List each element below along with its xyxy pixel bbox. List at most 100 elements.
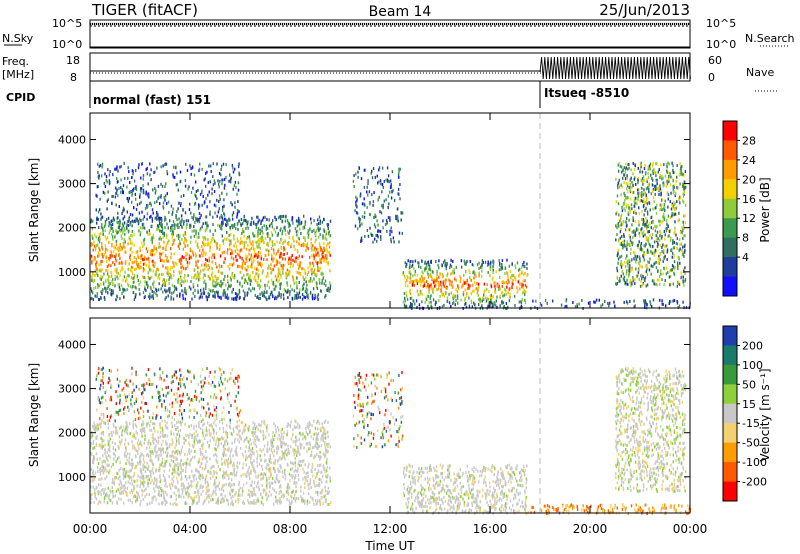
colorbar-segment (723, 140, 737, 161)
echo-cell (111, 434, 113, 437)
echo-cell (236, 292, 238, 296)
echo-cell (221, 182, 223, 186)
echo-cell (96, 428, 99, 432)
echo-cell (627, 195, 629, 199)
echo-cell (228, 179, 230, 183)
echo-cell (638, 231, 640, 235)
power-panel-bg (90, 113, 690, 308)
echo-cell (280, 430, 282, 434)
echo-cell (256, 272, 258, 276)
echo-cell (292, 447, 294, 451)
echo-cell (215, 204, 217, 208)
echo-cell (250, 442, 252, 446)
echo-cell (191, 502, 193, 506)
echo-cell (142, 184, 144, 188)
echo-cell (233, 430, 235, 434)
echo-cell (307, 293, 309, 297)
echo-cell (300, 272, 302, 276)
echo-cell (298, 264, 300, 268)
echo-cell (117, 194, 119, 198)
echo-cell (450, 291, 452, 295)
echo-cell (119, 475, 121, 479)
echo-cell (398, 240, 400, 244)
nsky-exp-bottom: 10^0 (52, 38, 82, 51)
echo-cell (292, 432, 294, 436)
echo-cell (235, 227, 237, 231)
echo-cell (245, 254, 247, 258)
echo-cell (662, 251, 665, 255)
echo-cell (98, 226, 100, 229)
echo-cell (641, 217, 643, 221)
echo-cell (219, 216, 221, 220)
echo-cell (487, 304, 489, 308)
echo-cell (641, 273, 643, 277)
echo-cell (659, 243, 662, 247)
echo-cell (245, 445, 247, 449)
echo-cell (276, 276, 278, 280)
echo-cell (511, 262, 513, 266)
echo-cell (294, 227, 297, 231)
echo-cell (208, 428, 210, 432)
echo-cell (266, 283, 268, 287)
echo-cell (464, 302, 466, 306)
echo-cell (277, 233, 279, 237)
echo-cell (648, 201, 650, 205)
echo-cell (680, 242, 683, 246)
echo-cell (173, 261, 175, 265)
echo-cell (260, 458, 263, 462)
echo-cell (243, 439, 245, 443)
echo-cell (632, 219, 634, 222)
echo-cell (206, 224, 208, 228)
echo-cell (645, 200, 647, 204)
echo-cell (236, 248, 238, 252)
echo-cell (195, 260, 197, 264)
echo-cell (256, 256, 259, 260)
echo-cell (321, 272, 323, 276)
echo-cell (142, 269, 145, 273)
echo-cell (155, 273, 157, 277)
echo-cell (296, 284, 298, 288)
echo-cell (120, 245, 122, 249)
echo-cell (98, 284, 100, 288)
echo-cell (189, 249, 192, 253)
echo-cell (145, 288, 147, 292)
echo-cell (202, 434, 204, 438)
echo-cell (259, 473, 262, 477)
echo-cell (165, 217, 167, 221)
echo-cell (411, 303, 413, 307)
echo-cell (150, 238, 152, 242)
echo-cell (183, 256, 185, 259)
echo-cell (98, 232, 101, 236)
echo-cell (322, 234, 324, 238)
echo-cell (207, 238, 209, 242)
echo-cell (619, 255, 621, 259)
echo-cell (298, 271, 300, 275)
echo-cell (651, 183, 654, 187)
echo-cell (93, 286, 95, 290)
echo-cell (152, 441, 155, 445)
colorbar-segment (723, 121, 737, 141)
echo-cell (167, 266, 169, 270)
freq-tick-bottom: 8 (70, 71, 77, 84)
echo-cell (220, 271, 222, 275)
echo-cell (234, 180, 237, 184)
echo-cell (118, 252, 120, 256)
echo-cell (452, 293, 454, 297)
echo-cell (406, 294, 408, 298)
echo-cell (659, 274, 661, 278)
echo-cell (212, 294, 214, 298)
echo-cell (123, 228, 125, 232)
echo-cell (267, 271, 269, 275)
echo-cell (667, 214, 670, 218)
echo-cell (304, 243, 306, 247)
echo-cell (154, 216, 156, 220)
echo-cell (617, 222, 619, 225)
echo-cell (159, 229, 161, 233)
echo-cell (516, 286, 518, 290)
echo-cell (279, 261, 281, 265)
echo-cell (654, 224, 656, 228)
echo-cell (278, 271, 281, 275)
echo-cell (187, 274, 189, 278)
echo-cell (281, 229, 284, 233)
echo-cell (616, 266, 618, 270)
